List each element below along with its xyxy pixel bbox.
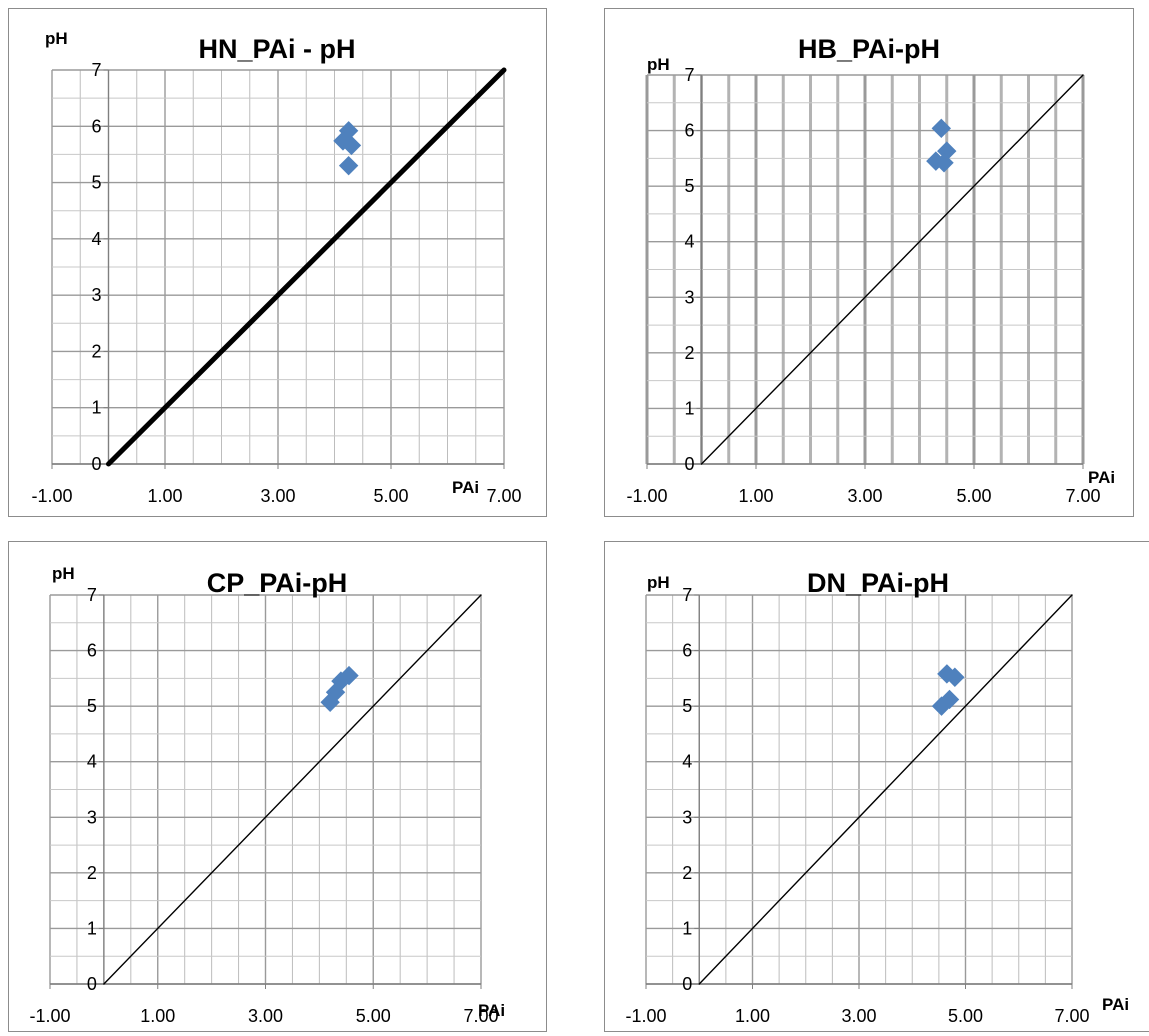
x-tick-label: 5.00: [373, 486, 408, 506]
reference-line: [103, 594, 482, 985]
y-tick-label: 7: [91, 60, 101, 80]
y-tick-label: 0: [682, 974, 692, 994]
chart-title: HN_PAi - pH: [198, 34, 355, 64]
y-axis-label: pH: [45, 29, 68, 48]
y-tick-label: 2: [91, 341, 101, 361]
x-tick-label: -1.00: [31, 486, 72, 506]
y-tick-label: 2: [682, 863, 692, 883]
y-tick-label: 3: [87, 807, 97, 827]
chart-title: CP_PAi-pH: [207, 568, 348, 598]
reference-line: [700, 74, 1084, 465]
y-axis-label: pH: [647, 573, 670, 592]
data-point-diamond: [945, 667, 965, 687]
y-tick-label: 1: [87, 918, 97, 938]
y-tick-label: 4: [91, 229, 101, 249]
x-axis-label: PAi: [1088, 468, 1115, 487]
chart-frame: [604, 8, 1134, 517]
y-tick-label: 1: [682, 918, 692, 938]
x-tick-label: 7.00: [1054, 1006, 1089, 1026]
data-point-diamond: [931, 696, 952, 716]
x-tick-label: 5.00: [956, 486, 991, 506]
data-point-diamond: [320, 692, 340, 712]
data-point-diamond: [341, 135, 362, 156]
y-tick-label: 0: [91, 454, 101, 474]
y-tick-label: 3: [684, 287, 694, 307]
y-tick-label: 6: [684, 121, 694, 141]
x-tick-label: 5.00: [948, 1006, 983, 1026]
x-tick-label: 1.00: [735, 1006, 770, 1026]
y-tick-label: 5: [682, 696, 692, 716]
chart-title: HB_PAi-pH: [798, 34, 940, 64]
y-tick-label: 2: [87, 863, 97, 883]
y-tick-label: 3: [682, 807, 692, 827]
y-tick-label: 6: [91, 116, 101, 136]
y-tick-label: 6: [682, 641, 692, 661]
data-point-diamond: [934, 153, 954, 173]
y-tick-label: 7: [87, 585, 97, 605]
y-tick-label: 3: [91, 285, 101, 305]
y-axis-label: pH: [52, 564, 75, 583]
y-tick-label: 4: [684, 232, 694, 252]
x-tick-label: -1.00: [625, 1006, 666, 1026]
chart-title: DN_PAi-pH: [807, 568, 949, 598]
y-tick-label: 0: [87, 974, 97, 994]
x-tick-label: 5.00: [356, 1006, 391, 1026]
x-tick-label: 3.00: [847, 486, 882, 506]
y-tick-label: 7: [682, 585, 692, 605]
chart-frame: [604, 541, 1149, 1032]
y-tick-label: 1: [684, 398, 694, 418]
y-tick-label: 7: [684, 65, 694, 85]
reference-line: [106, 67, 507, 467]
reference-line: [698, 594, 1073, 985]
x-tick-label: 1.00: [147, 486, 182, 506]
data-point-diamond: [931, 118, 952, 139]
x-tick-label: -1.00: [29, 1006, 70, 1026]
y-tick-label: 2: [684, 343, 694, 363]
y-tick-label: 4: [87, 752, 97, 772]
x-tick-label: 3.00: [841, 1006, 876, 1026]
x-tick-label: 1.00: [140, 1006, 175, 1026]
x-tick-label: 7.00: [463, 1006, 498, 1026]
y-tick-label: 1: [91, 398, 101, 418]
y-tick-label: 6: [87, 641, 97, 661]
x-axis-label: PAi: [478, 1001, 505, 1020]
x-axis-label: PAi: [1102, 995, 1129, 1014]
x-tick-label: 3.00: [248, 1006, 283, 1026]
y-tick-label: 5: [87, 696, 97, 716]
y-tick-label: 5: [91, 173, 101, 193]
x-tick-label: -1.00: [626, 486, 667, 506]
data-point-diamond: [338, 155, 359, 176]
x-axis-label: PAi: [452, 478, 479, 497]
y-tick-label: 4: [682, 752, 692, 772]
x-tick-label: 1.00: [738, 486, 773, 506]
x-tick-label: 7.00: [1065, 486, 1100, 506]
y-tick-label: 5: [684, 176, 694, 196]
y-axis-label: pH: [647, 55, 670, 74]
y-tick-label: 0: [684, 454, 694, 474]
x-tick-label: 3.00: [260, 486, 295, 506]
x-tick-label: 7.00: [486, 486, 521, 506]
